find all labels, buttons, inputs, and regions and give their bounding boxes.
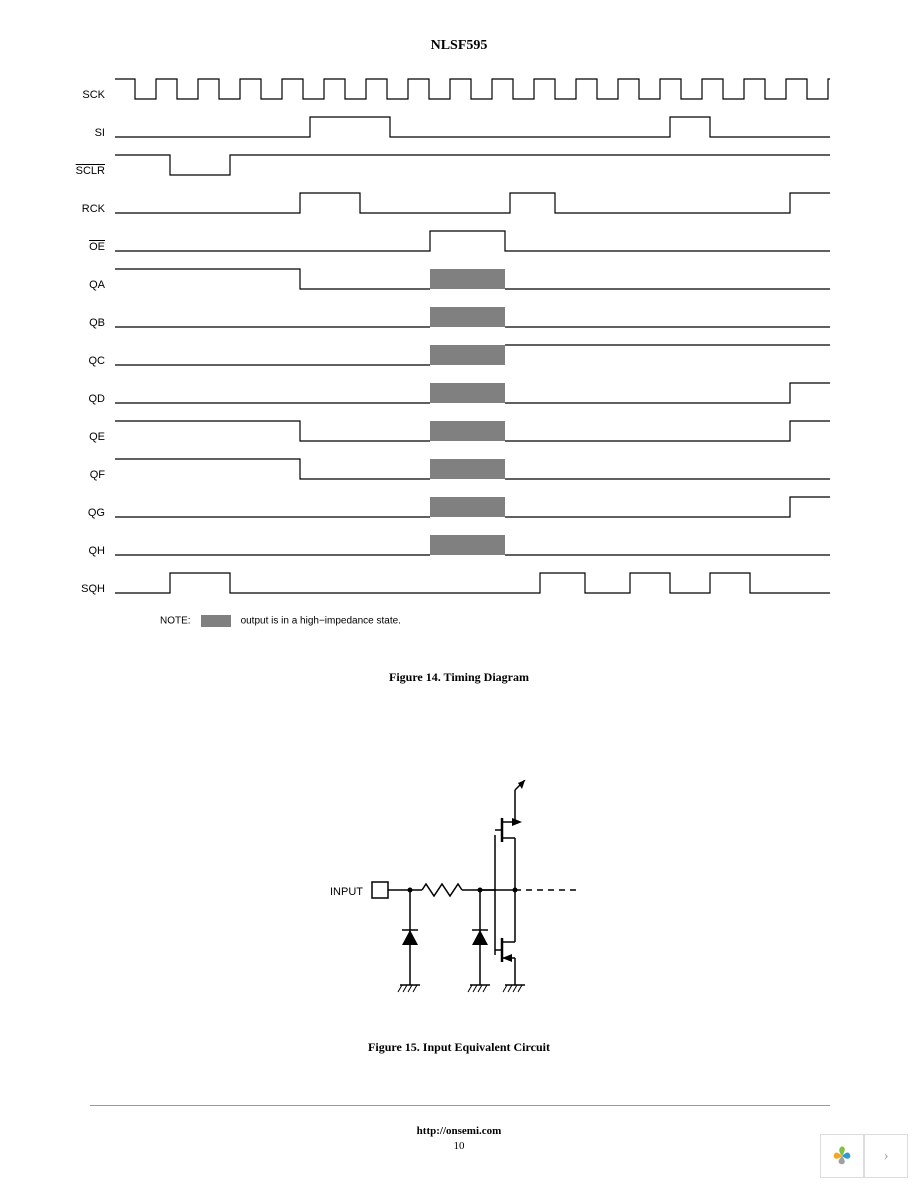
footer-page-number: 10 (0, 1140, 918, 1152)
signal-row-rck: RCK (110, 189, 830, 225)
signal-row-qc: QC (110, 341, 830, 377)
esd-diode-2 (472, 930, 488, 945)
waveform (110, 341, 830, 377)
waveform (110, 303, 830, 339)
signal-label: SCK (60, 89, 105, 101)
hiz-note: NOTE: output is in a high−impedance state… (160, 615, 830, 627)
waveform (110, 379, 830, 415)
waveform (110, 265, 830, 301)
part-number-header: NLSF595 (0, 38, 918, 54)
viewer-logo-button[interactable] (820, 1134, 864, 1178)
next-page-button[interactable]: › (864, 1134, 908, 1178)
note-label: NOTE: (160, 616, 191, 627)
signal-label: SCLR (60, 165, 105, 177)
signal-label: QE (60, 431, 105, 443)
signal-label: SQH (60, 583, 105, 595)
viewer-nav: › (820, 1134, 908, 1178)
waveform (110, 531, 830, 567)
pinwheel-icon (828, 1142, 856, 1170)
waveform (110, 417, 830, 453)
note-text: output is in a high−impedance state. (241, 616, 401, 627)
waveform (110, 455, 830, 491)
signal-label: QG (60, 507, 105, 519)
signal-row-sclr: SCLR (110, 151, 830, 187)
input-equivalent-circuit: INPUT (330, 780, 590, 1010)
signal-row-qe: QE (110, 417, 830, 453)
waveform (110, 227, 830, 263)
signal-label: RCK (60, 203, 105, 215)
signal-row-qh: QH (110, 531, 830, 567)
signal-row-si: SI (110, 113, 830, 149)
input-label-text: INPUT (330, 886, 363, 898)
pmos-transistor (495, 780, 525, 890)
waveform (110, 151, 830, 187)
signal-label: QD (60, 393, 105, 405)
signal-row-sqh: SQH (110, 569, 830, 605)
waveform (110, 113, 830, 149)
chevron-right-icon: › (883, 1147, 888, 1165)
datasheet-page: NLSF595 SCKSISCLRRCKOEQAQBQCQDQEQFQGQHSQ… (0, 0, 918, 1188)
input-pad (372, 882, 388, 898)
signal-row-qb: QB (110, 303, 830, 339)
waveform (110, 189, 830, 225)
footer-url: http://onsemi.com (0, 1125, 918, 1137)
signal-label: QH (60, 545, 105, 557)
figure-15-caption: Figure 15. Input Equivalent Circuit (0, 1040, 918, 1055)
footer-divider (90, 1105, 830, 1106)
timing-diagram: SCKSISCLRRCKOEQAQBQCQDQEQFQGQHSQH NOTE: ou… (110, 75, 830, 627)
signal-label: QF (60, 469, 105, 481)
waveform (110, 569, 830, 605)
signal-label: SI (60, 127, 105, 139)
signal-row-qg: QG (110, 493, 830, 529)
figure-14-caption: Figure 14. Timing Diagram (0, 670, 918, 685)
signal-row-qf: QF (110, 455, 830, 491)
signal-row-oe: OE (110, 227, 830, 263)
signal-label: QB (60, 317, 105, 329)
waveform (110, 75, 830, 111)
signal-label: QA (60, 279, 105, 291)
nmos-transistor (495, 890, 515, 985)
signal-row-qa: QA (110, 265, 830, 301)
hiz-legend-swatch (201, 615, 231, 627)
signal-label: QC (60, 355, 105, 367)
resistor (422, 884, 462, 896)
signal-row-qd: QD (110, 379, 830, 415)
signal-label: OE (60, 241, 105, 253)
signal-row-sck: SCK (110, 75, 830, 111)
waveform (110, 493, 830, 529)
esd-diode-1 (402, 930, 418, 945)
